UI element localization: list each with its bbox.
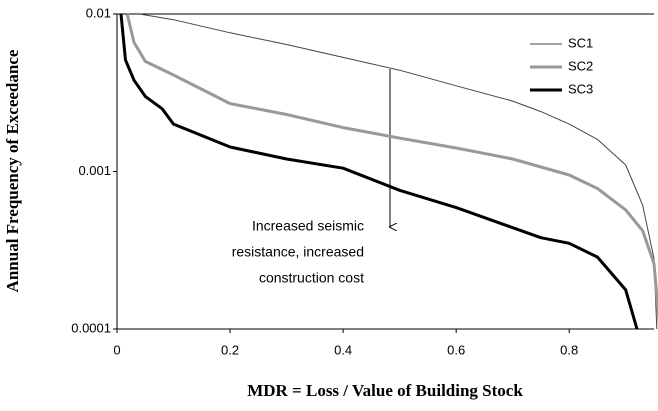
x-axis-title: MDR = Loss / Value of Building Stock xyxy=(247,381,523,400)
x-tick-label: 0 xyxy=(113,342,120,357)
legend-label: SC1 xyxy=(568,35,593,50)
x-tick-label: 0.6 xyxy=(447,342,465,357)
series-line xyxy=(125,13,658,327)
annotation: resistance, increased xyxy=(232,244,364,260)
y-tick-label: 0.01 xyxy=(86,5,111,20)
y-tick-label: 0.001 xyxy=(78,163,111,178)
y-axis-title: Annual Frequency of Exceedance xyxy=(3,49,22,292)
legend-label: SC3 xyxy=(568,81,593,96)
x-tick-label: 0.2 xyxy=(221,342,239,357)
x-tick-label: 0.4 xyxy=(334,342,352,357)
y-tick-label: 0.0001 xyxy=(71,320,111,335)
series-line xyxy=(139,13,658,330)
annotation: construction cost xyxy=(259,270,364,286)
legend-label: SC2 xyxy=(568,58,593,73)
annotation: Increased seismic xyxy=(252,218,364,234)
x-tick-label: 0.8 xyxy=(560,342,578,357)
series-line xyxy=(119,13,639,330)
